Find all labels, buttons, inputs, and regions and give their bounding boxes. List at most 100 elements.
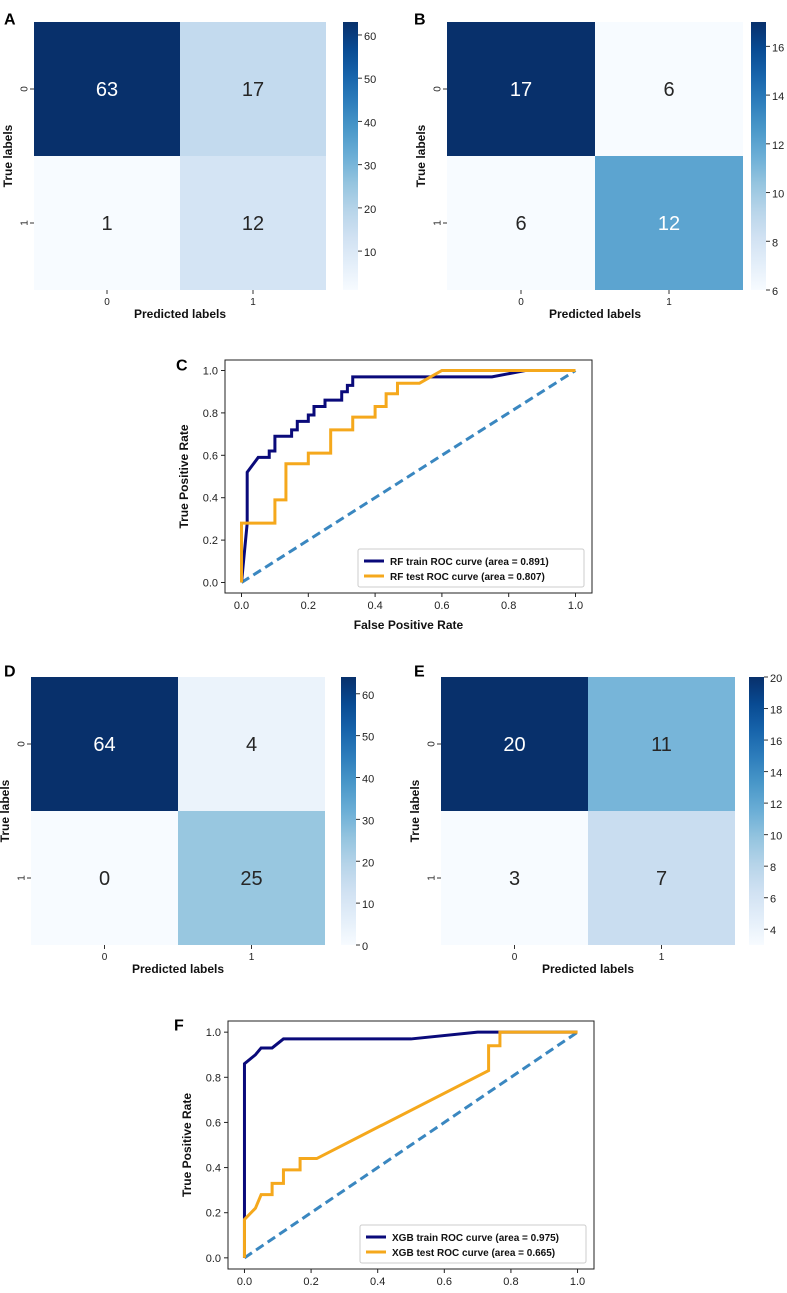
x-axis-title: False Positive Rate [354, 618, 464, 632]
colorbar-tick-label: 18 [770, 705, 782, 717]
cell-value: 6 [663, 79, 674, 101]
y-tick-label: 0.2 [203, 535, 218, 547]
colorbar-tick-label: 40 [362, 774, 374, 786]
x-tick-label: 0 [102, 952, 108, 963]
cell-value: 1 [101, 213, 112, 235]
panel-letter-a: A [4, 11, 16, 28]
x-tick-label: 0 [518, 297, 524, 308]
legend-box [357, 548, 585, 588]
cell-value: 12 [242, 213, 264, 235]
cell-value: 7 [656, 868, 667, 890]
colorbar-tick-label: 10 [364, 247, 376, 259]
y-tick-label: 0.0 [203, 578, 218, 590]
y-tick-label: 0.8 [206, 1072, 221, 1084]
colorbar-tick-label: 30 [362, 815, 374, 827]
y-axis-title: True Positive Rate [177, 424, 191, 528]
cell-value: 64 [93, 734, 115, 756]
heatmap-cell [31, 811, 178, 945]
panel-letter-e: E [414, 663, 425, 680]
x-tick-label: 0.8 [501, 600, 516, 612]
cell-value: 3 [509, 868, 520, 890]
x-tick-label: 1.0 [568, 600, 583, 612]
y-axis-title: True labels [408, 779, 422, 842]
x-axis-title: Predicted labels [134, 307, 226, 321]
x-tick-label: 1.0 [570, 1276, 585, 1288]
colorbar-tick-label: 16 [770, 736, 782, 748]
colorbar-tick-label: 10 [362, 899, 374, 911]
y-tick-label: 1 [17, 875, 28, 881]
panel-letter-c: C [176, 357, 188, 374]
legend-label: XGB test ROC curve (area = 0.665) [392, 1248, 555, 1259]
test-roc-line [242, 1030, 578, 1258]
colorbar-tick-label: 0 [362, 941, 368, 953]
heatmap-cell [178, 677, 325, 811]
colorbar-tick-label: 12 [772, 140, 784, 152]
colorbar [751, 22, 766, 290]
cell-value: 25 [240, 868, 262, 890]
colorbar-tick-label: 20 [362, 857, 374, 869]
y-tick-label: 0 [433, 86, 444, 92]
colorbar [341, 677, 356, 945]
colorbar-tick-label: 4 [770, 925, 776, 937]
cell-value: 12 [658, 213, 680, 235]
panel-c: C 0.0 0.2 0.4 0.6 0.8 1.0 0.0 0.2 0.4 0.6 0.8 1.0 Fal… [176, 357, 593, 632]
colorbar-tick-label: 6 [770, 894, 776, 906]
legend-label: RF train ROC curve (area = 0.891) [390, 557, 549, 568]
y-tick-label: 0.6 [206, 1117, 221, 1129]
y-tick-label: 0 [20, 86, 31, 92]
y-tick-label: 0.2 [206, 1208, 221, 1220]
x-tick-label: 1 [249, 952, 255, 963]
x-tick-label: 0.6 [437, 1276, 452, 1288]
y-tick-label: 0.8 [203, 408, 218, 420]
heatmap-cell [588, 811, 735, 945]
x-tick-label: 0 [104, 297, 110, 308]
heatmap-cell [595, 156, 743, 290]
x-axis-title: Predicted labels [549, 307, 641, 321]
heatmap-cell [447, 156, 595, 290]
y-tick-label: 0.4 [203, 493, 218, 505]
y-axis-title: True labels [1, 124, 15, 187]
colorbar [343, 22, 358, 290]
heatmap-cell [180, 156, 326, 290]
cell-value: 17 [242, 79, 264, 101]
cell-value: 17 [510, 79, 532, 101]
colorbar-tick-label: 8 [772, 237, 778, 249]
colorbar [749, 677, 764, 945]
y-axis-title: True Positive Rate [180, 1093, 194, 1197]
cell-value: 11 [651, 734, 672, 756]
y-tick-label: 1.0 [206, 1027, 221, 1039]
x-tick-label: 0.8 [503, 1276, 518, 1288]
y-axis-title: True labels [0, 779, 12, 842]
panel-letter-f: F [174, 1017, 184, 1034]
colorbar-tick-label: 30 [364, 161, 376, 173]
x-tick-label: 0.0 [237, 1276, 252, 1288]
heatmap-cell [180, 22, 326, 156]
y-tick-label: 0.0 [206, 1253, 221, 1265]
colorbar-tick-label: 60 [364, 31, 376, 43]
x-tick-label: 1 [666, 297, 672, 308]
heatmap-cell [178, 811, 325, 945]
heatmap-cell [441, 811, 588, 945]
y-tick-label: 0 [427, 741, 438, 747]
chance-diagonal-line [243, 1030, 579, 1260]
cell-value: 6 [515, 213, 526, 235]
colorbar-tick-label: 16 [772, 42, 784, 54]
x-tick-label: 0 [512, 952, 518, 963]
colorbar-tick-label: 60 [362, 690, 374, 702]
x-tick-label: 0.0 [234, 600, 249, 612]
x-tick-label: 0.4 [370, 1276, 385, 1288]
y-tick-label: 1 [20, 220, 31, 226]
cell-value: 20 [503, 734, 525, 756]
heatmap-cell [595, 22, 743, 156]
colorbar-tick-label: 20 [770, 673, 782, 685]
x-tick-label: 0.2 [303, 1276, 318, 1288]
y-tick-label: 0.4 [206, 1163, 221, 1175]
y-tick-label: 0.6 [203, 450, 218, 462]
y-tick-label: 1 [433, 220, 444, 226]
x-tick-label: 0.4 [367, 600, 382, 612]
colorbar-tick-label: 10 [770, 831, 782, 843]
